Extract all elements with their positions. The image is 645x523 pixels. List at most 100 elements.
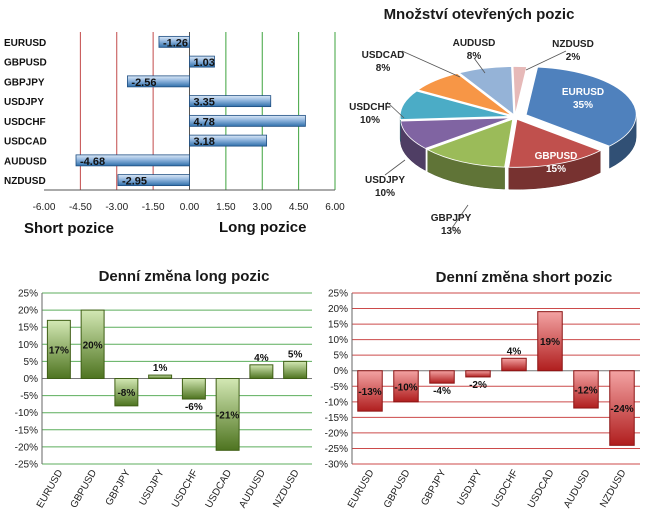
data-label: -24% xyxy=(610,404,633,415)
y-tick-label: -15% xyxy=(15,425,38,436)
y-tick-label: -5% xyxy=(330,382,348,393)
short-change-chart: Denní změna short pozic -13% -10% -4% -2% 4%… xyxy=(325,269,640,510)
pie-slice-percent: 8% xyxy=(376,63,391,74)
category-label: USDJPY xyxy=(455,468,484,508)
y-tick-label: 10% xyxy=(328,335,348,346)
category-label: AUDUSD xyxy=(237,468,268,510)
category-label: USDCHF xyxy=(490,468,520,510)
data-label: -1.26 xyxy=(163,37,188,49)
short-label: Short pozice xyxy=(24,220,114,237)
data-label: -8% xyxy=(117,388,135,399)
pie-title: Množství otevřených pozic xyxy=(384,6,575,23)
bar xyxy=(537,311,563,372)
data-label: 20% xyxy=(83,340,103,351)
category-label: USDCHF xyxy=(170,468,200,510)
category-label: GBPJPY xyxy=(419,468,448,508)
bar xyxy=(357,370,383,412)
category-label: EURUSD xyxy=(346,468,377,510)
category-label: USDCHF xyxy=(4,117,46,128)
category-label: NZDUSD xyxy=(4,176,46,187)
long-label: Long pozice xyxy=(219,219,307,236)
bar xyxy=(189,114,306,127)
pie-slice-label: EURUSD xyxy=(562,87,604,98)
category-label: USDCAD xyxy=(4,137,47,148)
open-positions-pie-chart: Množství otevřených pozic EURUSD 35% GBPUS… xyxy=(349,6,637,237)
category-label: USDCAD xyxy=(204,468,235,510)
positions-chart: -1.26 1.03 -2.56 3.35 4.78 3.18 -4.68 -2.95 EUR… xyxy=(4,32,345,237)
bar xyxy=(465,370,491,378)
y-tick-label: 25% xyxy=(328,289,348,300)
x-tick-label: 4.50 xyxy=(289,202,309,213)
pie-slice-label: USDJPY xyxy=(365,175,405,186)
category-label: USDJPY xyxy=(4,97,44,108)
y-tick-label: 0% xyxy=(334,366,349,377)
x-tick-label: 0.00 xyxy=(180,202,200,213)
category-label: EURUSD xyxy=(35,468,66,510)
pie-slice-percent: 8% xyxy=(467,51,482,62)
data-label: -2.56 xyxy=(131,77,156,89)
data-label: -10% xyxy=(394,382,417,393)
pie-slice xyxy=(426,118,514,168)
category-label: GBPUSD xyxy=(4,58,47,69)
bar xyxy=(46,319,71,379)
pie-slice xyxy=(458,66,515,116)
data-label: 3.35 xyxy=(194,97,215,109)
bar xyxy=(393,370,419,403)
data-label: -4% xyxy=(433,386,451,397)
bar xyxy=(148,374,173,379)
data-label: -4.68 xyxy=(80,156,105,168)
x-tick-label: 1.50 xyxy=(216,202,236,213)
data-label: -2.95 xyxy=(122,176,147,188)
pie-slice-percent: 10% xyxy=(375,188,395,199)
data-label: 17% xyxy=(49,345,69,356)
category-label: GBPUSD xyxy=(382,468,413,510)
pie-slice xyxy=(399,90,511,120)
pie-slice-label: NZDUSD xyxy=(552,39,594,50)
y-tick-label: -25% xyxy=(325,444,348,455)
data-label: -2% xyxy=(469,380,487,391)
data-label: -6% xyxy=(185,402,203,413)
category-label: GBPUSD xyxy=(69,468,100,510)
short-change-title: Denní změna short pozic xyxy=(436,269,613,286)
long-change-title: Denní změna long pozic xyxy=(99,268,270,285)
y-tick-label: -25% xyxy=(15,460,38,471)
y-tick-label: -5% xyxy=(20,391,38,402)
pie-slice xyxy=(417,73,512,116)
pie-leader-line xyxy=(401,50,461,78)
pie-slice-percent: 2% xyxy=(566,52,581,63)
data-label: 1% xyxy=(153,363,168,374)
pie-slice-percent: 15% xyxy=(546,164,566,175)
bar xyxy=(573,370,599,409)
category-label: NZDUSD xyxy=(598,468,628,510)
x-tick-label: 6.00 xyxy=(325,202,345,213)
pie-slice-percent: 10% xyxy=(360,115,380,126)
category-label: USDJPY xyxy=(137,468,166,508)
pie-slice-label: USDCAD xyxy=(362,50,405,61)
pie-slice-label: GBPJPY xyxy=(431,213,472,224)
data-label: -12% xyxy=(574,385,597,396)
category-label: GBPJPY xyxy=(4,77,45,88)
bar xyxy=(127,75,190,88)
long-change-chart: Denní změna long pozic 17% 20% -8% 1% -6% -21… xyxy=(15,268,312,510)
pie-leader-line xyxy=(473,57,486,74)
pie-slice-percent: 13% xyxy=(441,226,461,237)
y-tick-label: -30% xyxy=(325,460,348,471)
pie-leader-line xyxy=(384,159,406,176)
y-tick-label: -10% xyxy=(325,397,348,408)
bar xyxy=(249,364,274,380)
category-label: EURUSD xyxy=(4,38,46,49)
bar xyxy=(117,174,190,187)
data-label: 1.03 xyxy=(194,57,215,69)
y-tick-label: -15% xyxy=(325,413,348,424)
bar xyxy=(158,35,190,48)
y-tick-label: 20% xyxy=(18,306,38,317)
category-label: AUDUSD xyxy=(562,468,593,510)
category-label: NZDUSD xyxy=(271,468,301,510)
category-label: GBPJPY xyxy=(104,468,133,508)
bar xyxy=(189,55,215,68)
pie-slice xyxy=(508,118,602,168)
bar xyxy=(75,154,190,167)
bar xyxy=(189,134,268,147)
data-label: 3.18 xyxy=(194,136,215,148)
